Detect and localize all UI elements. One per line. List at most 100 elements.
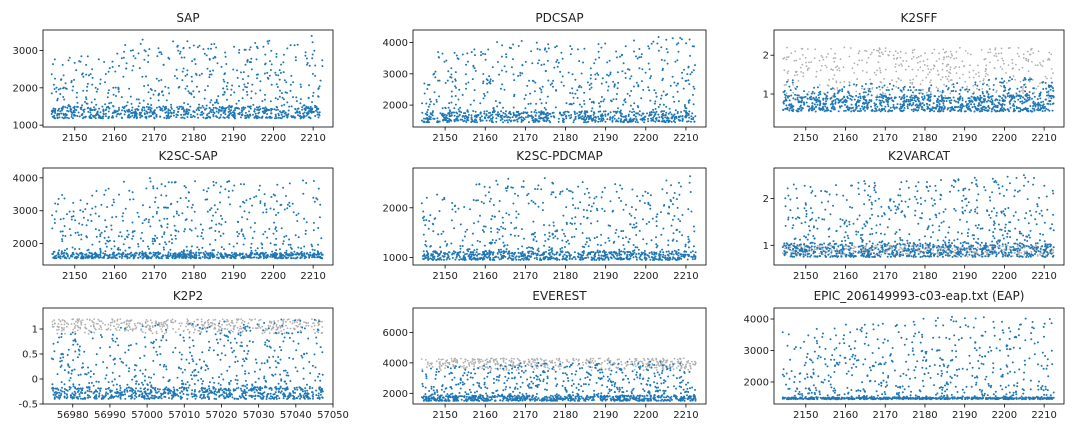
point <box>448 102 451 105</box>
point-secondary <box>975 73 977 75</box>
point <box>259 89 262 92</box>
point <box>270 49 273 52</box>
point <box>68 210 71 213</box>
point <box>80 238 83 241</box>
point <box>73 78 76 81</box>
point <box>201 246 204 249</box>
point <box>178 105 181 108</box>
point-secondary <box>922 88 924 91</box>
point <box>250 68 253 71</box>
point <box>1047 108 1049 111</box>
point <box>926 107 929 110</box>
point <box>535 102 538 105</box>
point <box>266 113 269 116</box>
point <box>538 59 541 62</box>
point <box>600 46 603 49</box>
point-secondary <box>932 67 935 70</box>
point <box>801 107 804 110</box>
point <box>242 71 245 74</box>
point <box>502 111 505 114</box>
point-secondary <box>849 47 852 49</box>
point <box>186 249 189 252</box>
point <box>516 118 518 121</box>
point <box>316 113 319 116</box>
point <box>928 88 930 90</box>
point-secondary <box>1037 85 1039 88</box>
point <box>690 71 693 74</box>
point <box>235 106 238 109</box>
point <box>142 99 145 102</box>
point <box>198 109 201 112</box>
point <box>571 87 574 90</box>
point <box>126 236 129 239</box>
point <box>657 113 660 116</box>
point <box>297 236 300 239</box>
point <box>230 112 232 115</box>
point <box>110 247 113 250</box>
point-secondary <box>1035 88 1037 90</box>
point <box>789 89 792 92</box>
point <box>279 252 282 255</box>
point <box>131 237 134 240</box>
point-secondary <box>873 48 875 51</box>
point <box>182 47 185 50</box>
point-secondary <box>944 95 947 97</box>
point <box>305 182 308 184</box>
point <box>217 111 220 114</box>
point <box>285 91 288 94</box>
point <box>451 80 454 83</box>
point <box>868 99 871 102</box>
point <box>806 93 809 96</box>
point <box>624 115 627 118</box>
point <box>853 83 855 86</box>
point <box>432 73 435 76</box>
point <box>923 97 926 99</box>
point <box>75 109 78 112</box>
point <box>180 56 183 59</box>
point <box>551 82 554 85</box>
point <box>163 206 165 209</box>
point <box>426 88 429 90</box>
point <box>479 102 482 105</box>
point <box>919 89 922 92</box>
x-tick-label: 2160 <box>102 133 127 144</box>
point <box>118 255 121 258</box>
point <box>934 95 936 98</box>
point <box>597 43 600 46</box>
point <box>212 69 215 72</box>
point <box>669 84 672 87</box>
point <box>239 183 242 186</box>
point <box>70 81 73 84</box>
point <box>895 106 898 109</box>
point <box>244 106 247 109</box>
point <box>73 111 76 114</box>
point-secondary <box>912 78 914 81</box>
point-secondary <box>911 49 914 52</box>
point <box>313 249 316 252</box>
point <box>85 224 88 227</box>
point <box>210 47 212 50</box>
point <box>1049 88 1052 91</box>
point <box>792 97 795 100</box>
point <box>295 100 298 103</box>
point <box>943 100 946 103</box>
point-secondary <box>897 77 900 80</box>
point <box>253 196 256 199</box>
point <box>1029 109 1032 112</box>
point <box>124 207 127 210</box>
point <box>613 85 616 88</box>
point <box>864 91 867 94</box>
point-secondary <box>949 56 952 59</box>
point <box>300 247 303 250</box>
point <box>517 75 520 77</box>
point <box>519 71 522 74</box>
point <box>910 108 913 111</box>
point <box>89 111 92 114</box>
point-secondary <box>995 55 998 58</box>
point <box>275 55 278 58</box>
point <box>543 106 546 109</box>
point <box>844 100 847 103</box>
point <box>624 76 627 79</box>
point <box>592 101 595 104</box>
point <box>578 114 580 117</box>
